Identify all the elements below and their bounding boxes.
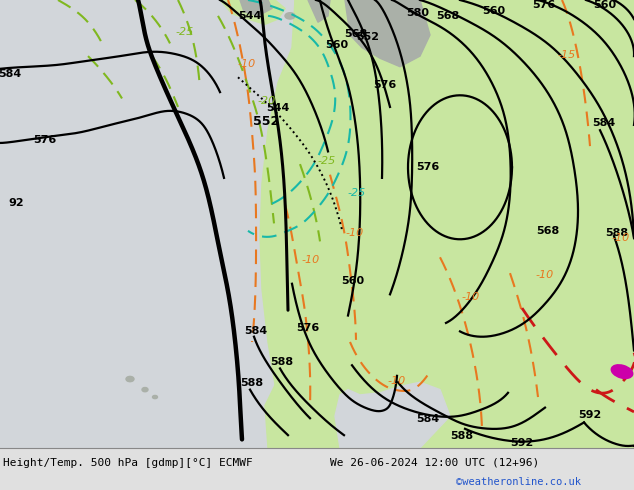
Ellipse shape (611, 365, 633, 378)
Polygon shape (220, 0, 285, 24)
Text: 552: 552 (356, 32, 380, 42)
Text: 560: 560 (342, 276, 365, 286)
Text: 584: 584 (417, 415, 439, 424)
Polygon shape (295, 0, 345, 72)
Text: -25: -25 (348, 188, 366, 198)
Text: 544: 544 (266, 103, 290, 113)
Polygon shape (345, 0, 430, 67)
Ellipse shape (142, 388, 148, 392)
Polygon shape (265, 355, 350, 448)
Text: 560: 560 (482, 6, 505, 16)
Text: 584: 584 (592, 118, 616, 128)
Text: -10: -10 (612, 233, 630, 244)
Text: -10: -10 (237, 59, 256, 69)
Text: 568: 568 (536, 226, 560, 236)
Text: 584: 584 (244, 325, 268, 336)
Text: 580: 580 (406, 8, 429, 18)
Text: ©weatheronline.co.uk: ©weatheronline.co.uk (456, 477, 581, 488)
Polygon shape (260, 0, 634, 448)
Text: Height/Temp. 500 hPa [gdmp][°C] ECMWF: Height/Temp. 500 hPa [gdmp][°C] ECMWF (3, 458, 253, 467)
Text: 568: 568 (436, 11, 460, 21)
Ellipse shape (285, 13, 295, 19)
Text: 576: 576 (417, 163, 439, 172)
Text: 576: 576 (296, 323, 320, 333)
Text: 568: 568 (344, 29, 368, 39)
Text: 584: 584 (0, 69, 22, 79)
Ellipse shape (153, 395, 157, 399)
Text: 588: 588 (240, 378, 264, 389)
Text: -15: -15 (558, 50, 576, 60)
Text: 588: 588 (271, 357, 294, 368)
Text: -20: -20 (258, 96, 276, 106)
Text: 544: 544 (238, 11, 262, 21)
Text: 576: 576 (34, 135, 56, 145)
Text: -25: -25 (317, 156, 335, 166)
Text: -10: -10 (462, 292, 480, 302)
Text: 560: 560 (325, 40, 349, 49)
Text: -10: -10 (535, 270, 553, 280)
Text: 552: 552 (253, 115, 279, 128)
Polygon shape (308, 0, 330, 22)
Text: 576: 576 (373, 80, 397, 90)
Text: -10: -10 (302, 255, 320, 265)
Text: 92: 92 (8, 198, 23, 208)
Text: 592: 592 (578, 410, 602, 420)
Text: 576: 576 (533, 0, 555, 10)
Text: -10: -10 (346, 228, 365, 238)
Polygon shape (335, 382, 450, 448)
Polygon shape (310, 411, 634, 448)
Text: 592: 592 (510, 438, 534, 448)
Text: 560: 560 (593, 0, 616, 10)
Text: 588: 588 (605, 228, 628, 238)
Text: -10: -10 (388, 376, 406, 386)
Text: 588: 588 (450, 431, 474, 441)
Text: -25: -25 (175, 27, 193, 37)
Text: We 26-06-2024 12:00 UTC (12+96): We 26-06-2024 12:00 UTC (12+96) (330, 458, 539, 467)
Ellipse shape (126, 376, 134, 382)
Polygon shape (240, 0, 272, 16)
